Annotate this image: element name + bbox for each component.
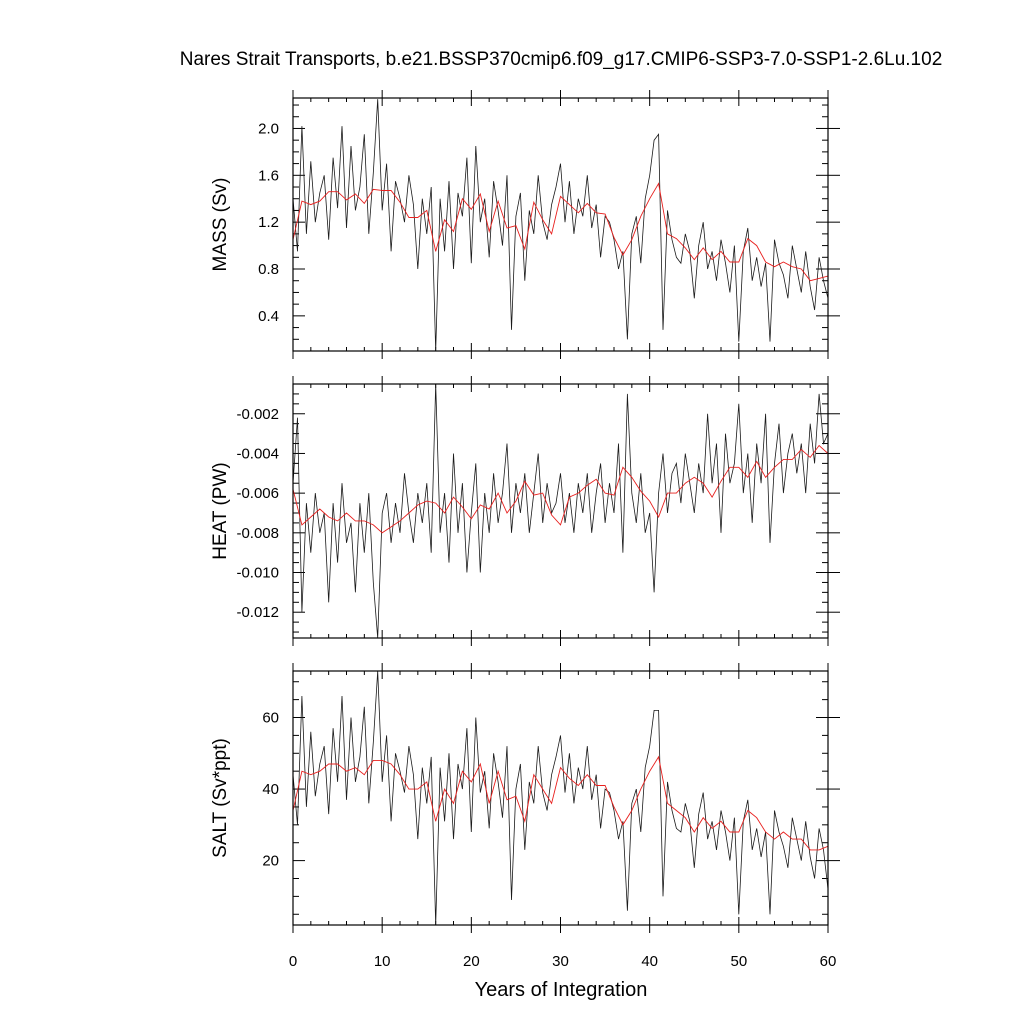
y-tick-label: 0.4: [258, 308, 279, 325]
chart-title: Nares Strait Transports, b.e21.BSSP370cm…: [180, 49, 943, 70]
x-axis-label: Years of Integration: [475, 979, 648, 1001]
y-tick-label: 2.0: [258, 120, 279, 137]
y-tick-label: -0.002: [236, 406, 279, 423]
y-tick-label: -0.006: [236, 485, 279, 502]
mass-annual-line: [293, 182, 828, 282]
mass-panel: 0.4 0.8 1.2 1.6 2.0 MASS (Sv): [210, 90, 840, 359]
x-tick-label: 60: [820, 953, 837, 970]
mass-monthly-line: [293, 99, 828, 351]
y-tick-label: -0.012: [236, 604, 279, 621]
heat-annual-line: [293, 444, 828, 534]
y-axis-label: HEAT (PW): [210, 462, 231, 559]
x-tick-label: 30: [552, 953, 569, 970]
y-tick-label: 1.6: [258, 167, 279, 184]
x-tick-label: 0: [289, 953, 297, 970]
x-tick-label: 40: [641, 953, 658, 970]
salt-annual-line: [293, 755, 828, 851]
heat-monthly-line: [293, 384, 828, 638]
x-tick-labels: 0 10 20 30 40 50 60: [289, 953, 837, 970]
x-tick-label: 20: [463, 953, 480, 970]
y-tick-label: 60: [262, 710, 279, 727]
y-tick-label: 20: [262, 853, 279, 870]
salt-plot-frame: [292, 670, 829, 926]
heat-panel: -0.012 -0.010 -0.008 -0.006 -0.004 -0.002 HEAT…: [210, 376, 840, 646]
salt-panel: 20 40 60 SALT (Sv*ppt): [210, 663, 840, 933]
mass-plot-frame: [292, 97, 829, 352]
y-axis-label: MASS (Sv): [210, 178, 231, 272]
x-tick-label: 10: [374, 953, 391, 970]
y-tick-label: -0.004: [236, 445, 279, 462]
salt-monthly-line: [293, 671, 828, 925]
x-tick-label: 50: [730, 953, 747, 970]
y-tick-label: 0.8: [258, 261, 279, 278]
y-tick-label: 1.2: [258, 214, 279, 231]
y-axis-label: SALT (Sv*ppt): [210, 738, 231, 858]
y-tick-label: 40: [262, 781, 279, 798]
y-tick-label: -0.010: [236, 565, 279, 582]
y-tick-label: -0.008: [236, 525, 279, 542]
heat-plot-frame: [292, 383, 829, 639]
